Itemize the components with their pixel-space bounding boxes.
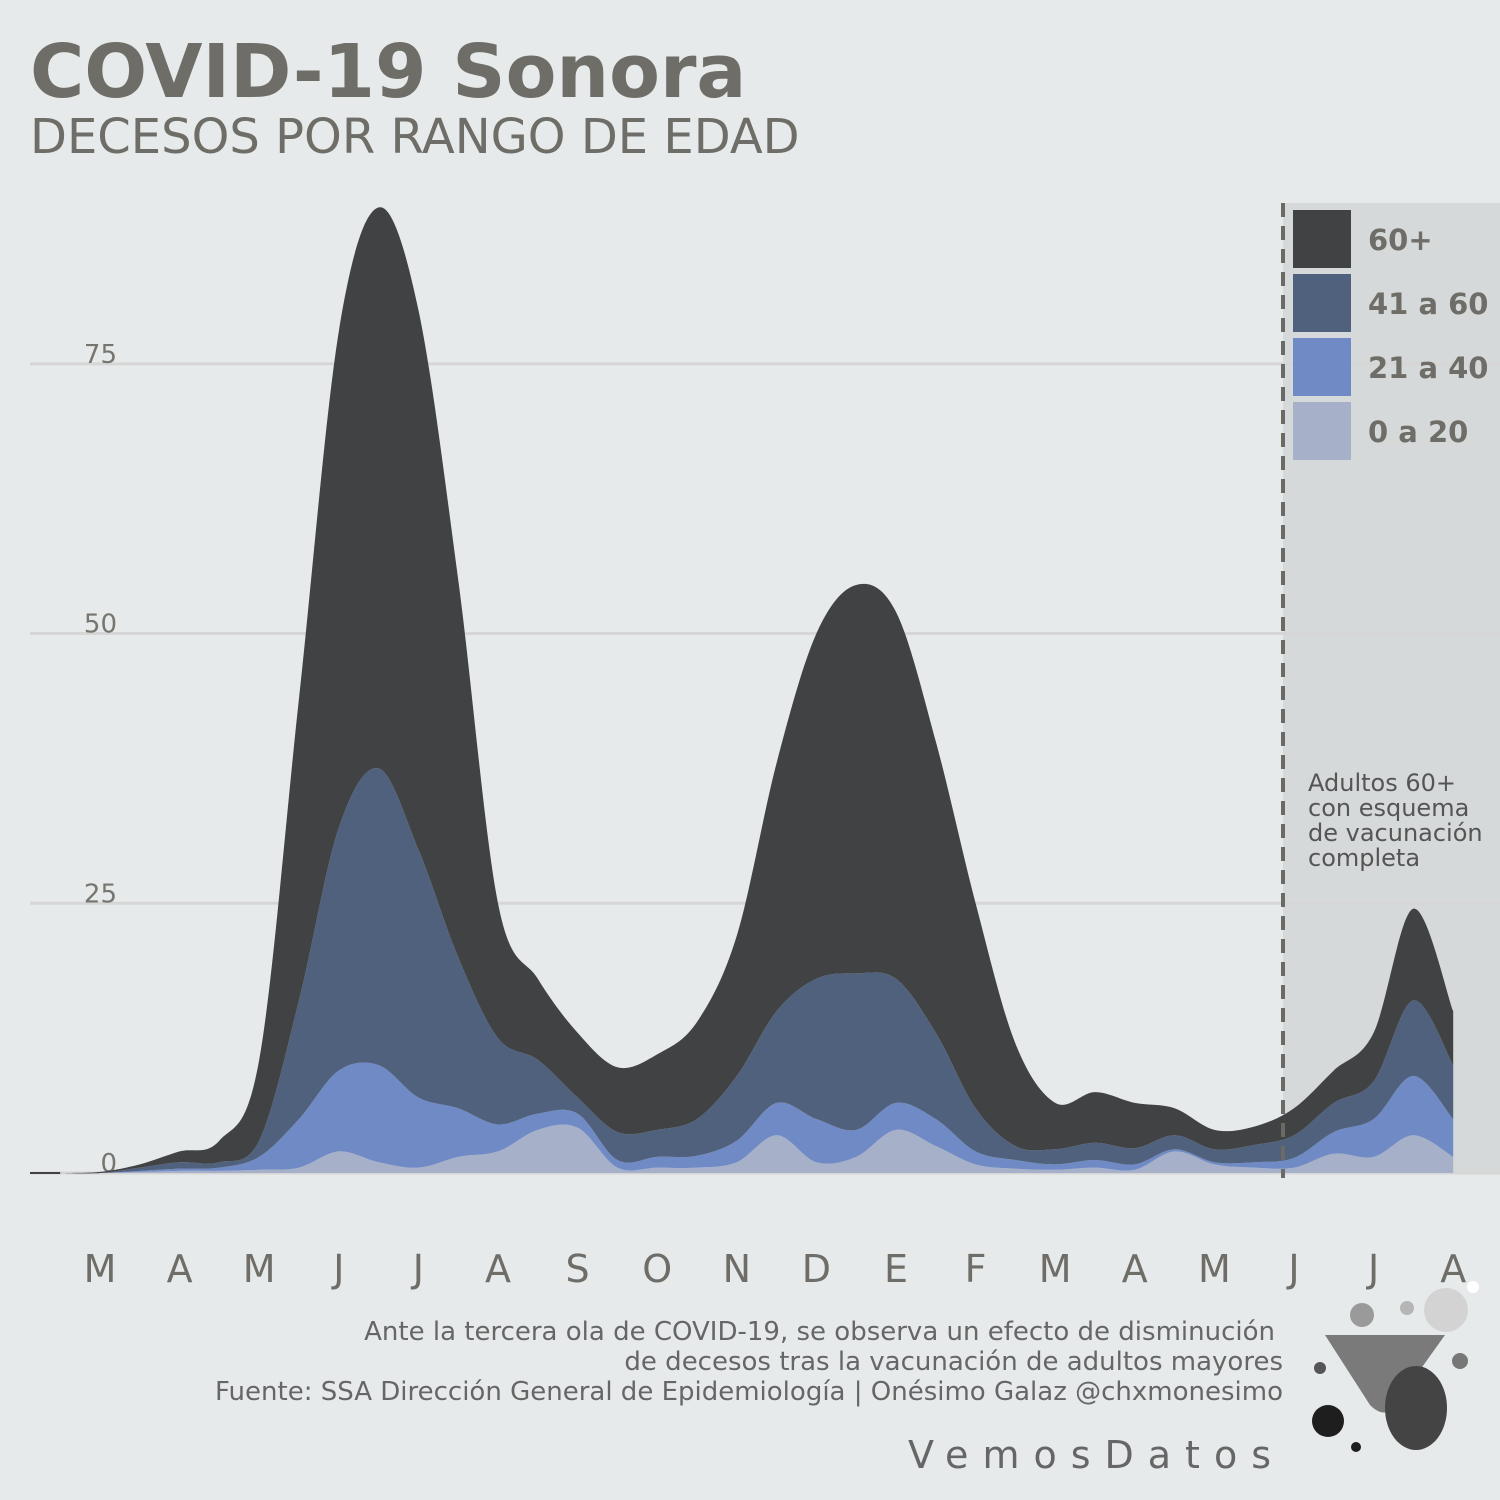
footnote: de decesos tras la vacunación de adultos…	[624, 1347, 1283, 1377]
area	[60, 207, 1454, 1174]
legend-label: 21 a 40	[1368, 351, 1488, 385]
footnote: Fuente: SSA Dirección General de Epidemi…	[215, 1377, 1283, 1407]
x-tick-label: A	[1122, 1247, 1148, 1291]
brand: VemosDatos	[908, 1433, 1285, 1477]
y-tick-label: 75	[84, 340, 117, 370]
x-tick-label: A	[1440, 1247, 1466, 1291]
x-tick-label: D	[802, 1247, 831, 1291]
annotation-line: completa	[1308, 844, 1420, 872]
logo-dot	[1351, 1442, 1361, 1452]
area	[60, 768, 1454, 1174]
y-tick-label: 25	[84, 879, 117, 909]
logo-dot	[1400, 1301, 1414, 1315]
x-tick-label: M	[84, 1247, 117, 1291]
logo-triangle	[1325, 1335, 1445, 1413]
y-tick-label: 50	[84, 610, 117, 640]
x-tick-label: A	[485, 1247, 511, 1291]
footer: Ante la tercera ola de COVID-19, se obse…	[215, 1317, 1283, 1407]
x-tick-label: M	[1198, 1247, 1231, 1291]
legend-label: 41 a 60	[1368, 287, 1488, 321]
x-tick-label: A	[167, 1247, 193, 1291]
logo-drop	[1385, 1366, 1447, 1450]
x-tick-label: F	[965, 1247, 987, 1291]
logo-dot	[1452, 1353, 1468, 1369]
logo	[1312, 1281, 1479, 1452]
legend-swatch	[1293, 210, 1351, 268]
x-tick-label: J	[1286, 1247, 1299, 1291]
x-tick-label: J	[411, 1247, 424, 1291]
logo-dot	[1312, 1405, 1344, 1437]
x-tick-label: M	[1039, 1247, 1072, 1291]
annotation-line: con esquema	[1308, 794, 1469, 822]
x-tick-label: M	[243, 1247, 276, 1291]
y-tick-label: 0	[100, 1149, 117, 1179]
logo-dot	[1350, 1303, 1374, 1327]
logo-dot	[1467, 1281, 1479, 1293]
chart-subtitle: DECESOS POR RANGO DE EDAD	[30, 109, 800, 165]
x-tick-label: S	[566, 1247, 590, 1291]
annotation-line: Adultos 60+	[1308, 769, 1456, 797]
legend-swatch	[1293, 274, 1351, 332]
logo-dot	[1424, 1288, 1468, 1332]
logo-dot	[1314, 1362, 1326, 1374]
annotation-line: de vacunación	[1308, 819, 1483, 847]
area	[60, 1062, 1454, 1174]
footnote: Ante la tercera ola de COVID-19, se obse…	[364, 1317, 1275, 1347]
area	[60, 1124, 1454, 1174]
x-tick-label: J	[331, 1247, 344, 1291]
legend-label: 60+	[1368, 223, 1433, 257]
legend-label: 0 a 20	[1368, 415, 1468, 449]
chart-title: COVID-19 Sonora	[30, 29, 746, 115]
x-tick-label: N	[723, 1247, 751, 1291]
legend-swatch	[1293, 338, 1351, 396]
legend-swatch	[1293, 402, 1351, 460]
x-tick-label: E	[884, 1247, 908, 1291]
x-tick-label: O	[642, 1247, 672, 1291]
x-tick-label: J	[1366, 1247, 1379, 1291]
